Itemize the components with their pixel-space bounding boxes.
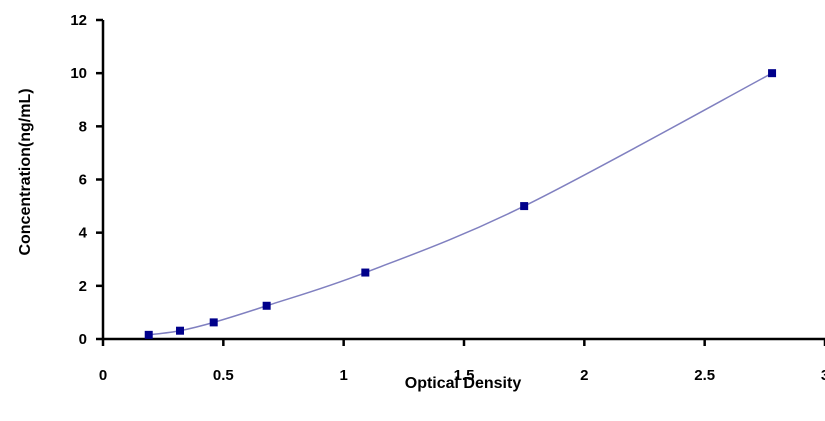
data-points (144, 69, 777, 339)
x-tick-label: 2 (580, 367, 588, 384)
x-tick-label: 1.5 (454, 367, 475, 384)
fit-curve (148, 72, 773, 336)
y-tick-label: 10 (70, 65, 87, 82)
x-tick-label: 2.5 (694, 367, 715, 384)
data-point (520, 202, 529, 211)
y-tick-label: 8 (79, 118, 87, 135)
data-point (144, 330, 153, 339)
x-tick-label: 1 (339, 367, 347, 384)
data-point (209, 318, 218, 327)
ticks: 0 0.5 1 1.5 2 2.5 3 0 2 4 6 8 10 12 (70, 12, 825, 384)
x-tick-label: 0 (99, 367, 107, 384)
y-tick-label: 0 (79, 331, 87, 348)
data-point (262, 301, 271, 310)
fit-curve-group (148, 72, 773, 336)
data-point (176, 326, 185, 335)
x-tick-label: 0.5 (213, 367, 234, 384)
y-tick-label: 12 (70, 12, 87, 29)
data-point (768, 69, 777, 78)
data-point (361, 268, 370, 277)
x-axis-title: Optical Density (405, 375, 522, 392)
axes (101, 20, 825, 341)
y-tick-label: 4 (79, 225, 88, 242)
y-tick-label: 6 (79, 172, 87, 189)
y-axis-title: Concentration(ng/mL) (17, 88, 34, 255)
y-tick-label: 2 (79, 278, 87, 295)
x-tick-label: 3 (821, 367, 825, 384)
